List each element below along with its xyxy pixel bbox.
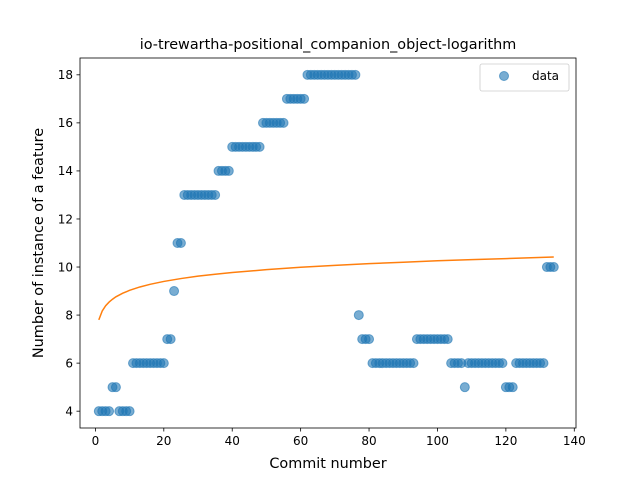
y-tick-label: 16 <box>58 116 73 130</box>
data-point <box>158 358 169 369</box>
legend: data <box>479 63 570 92</box>
data-point <box>165 334 176 345</box>
legend-label-data: data <box>532 69 559 83</box>
y-tick-label: 6 <box>65 356 73 370</box>
data-point <box>299 93 310 104</box>
x-tick-label: 20 <box>156 434 171 448</box>
x-tick-label: 120 <box>494 434 517 448</box>
data-point <box>169 286 180 297</box>
y-tick-label: 18 <box>58 68 73 82</box>
data-point <box>110 382 121 393</box>
x-tick-label: 140 <box>563 434 586 448</box>
x-axis-label: Commit number <box>269 456 386 472</box>
data-point <box>459 382 470 393</box>
data-point <box>548 262 559 273</box>
y-tick-label: 12 <box>58 212 73 226</box>
legend-box <box>479 63 570 92</box>
data-point <box>254 141 265 152</box>
y-tick-label: 8 <box>65 308 73 322</box>
x-tick-label: 60 <box>293 434 308 448</box>
legend-marker-data <box>499 71 509 81</box>
y-tick-label: 10 <box>58 260 73 274</box>
axes-frame <box>79 57 577 429</box>
data-point <box>353 310 364 321</box>
data-point <box>223 165 234 176</box>
data-point <box>104 406 115 417</box>
x-tick-label: 100 <box>426 434 449 448</box>
x-tick-label: 0 <box>92 434 100 448</box>
data-point <box>350 69 361 80</box>
x-tick-label: 80 <box>361 434 376 448</box>
data-point <box>175 238 186 248</box>
y-tick-label: 14 <box>58 164 73 178</box>
y-tick-label: 4 <box>65 404 73 418</box>
chart-title: io-trewartha-positional_companion_object… <box>140 37 517 53</box>
y-axis-ticks: 4 6 8 10 12 14 16 18 <box>58 68 80 418</box>
y-axis-label: Number of instance of a feature <box>31 128 47 358</box>
data-point <box>124 406 135 417</box>
data-point <box>408 358 419 369</box>
plot-area <box>93 69 559 417</box>
x-tick-label: 40 <box>225 434 240 448</box>
fit-line <box>98 256 554 321</box>
data-point <box>497 358 508 369</box>
data-point <box>278 117 289 128</box>
data-point <box>364 334 375 345</box>
x-axis-ticks: 0 20 40 60 80 100 120 140 <box>92 428 586 448</box>
data-point <box>538 358 549 369</box>
data-point <box>442 334 453 345</box>
data-point <box>507 382 518 393</box>
data-point <box>210 189 221 200</box>
